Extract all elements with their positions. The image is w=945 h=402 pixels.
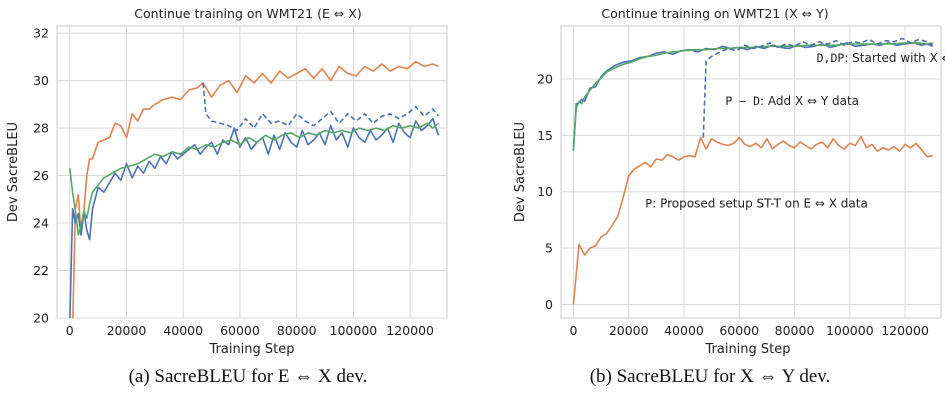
chart-right-xtick-label-3: 60000	[719, 323, 759, 338]
chart-right-series-3-blue-dashed	[702, 37, 934, 138]
chart-left-ytick-label-3: 26	[33, 168, 49, 183]
chart-left-ytick-label-2: 24	[33, 216, 49, 231]
chart-left-x-ticks: 0 20000 40000 60000 80000 100000 120000	[66, 323, 434, 338]
caption-left: (a) SacreBLEU for E ⇔ X dev.	[128, 366, 368, 387]
chart-left-series-2-green-solid	[69, 122, 440, 236]
figure-canvas: Continue training on WMT21 (E ⇔ X) 20222…	[6, 6, 945, 357]
chart-right-xtick-label-1: 20000	[609, 323, 649, 338]
chart-left-gridlines	[57, 26, 447, 319]
chart-left-xtick-label-2: 40000	[163, 323, 203, 338]
chart-left-xlabel: Training Step	[208, 342, 294, 357]
chart-right-annotation-0: D,DP: Started with X ⇔ Y data	[817, 51, 945, 65]
chart-left-xtick-label-4: 80000	[277, 323, 317, 338]
chart-left-plot-area	[56, 25, 448, 319]
chart-right: Continue training on WMT21 (X ⇔ Y) 0 5 10 1…	[513, 6, 945, 357]
chart-right-xtick-label-4: 80000	[775, 323, 815, 338]
chart-right-ytick-label-4: 20	[537, 71, 553, 86]
chart-right-annotation-2: P: Proposed setup ST-T on E ⇔ X data	[645, 197, 868, 211]
chart-right-annotation-1: P − D: Add X ⇔ Y data	[725, 94, 859, 108]
chart-left-xtick-label-3: 60000	[220, 323, 260, 338]
chart-right-series	[572, 37, 934, 305]
chart-left-ylabel: Dev SacreBLEU	[6, 122, 21, 222]
chart-right-xtick-label-0: 0	[569, 323, 577, 338]
chart-right-ytick-label-0: 0	[545, 297, 553, 312]
chart-left: Continue training on WMT21 (E ⇔ X) 20222…	[6, 6, 448, 357]
caption-right: (b) SacreBLEU for X ⇔ Y dev.	[589, 366, 831, 387]
chart-right-series-0-orange-solid	[572, 135, 933, 305]
chart-right-plot-area	[560, 25, 942, 319]
chart-left-xtick-label-6: 120000	[386, 323, 434, 338]
chart-left-series-3-blue-dashed	[202, 82, 440, 132]
chart-left-title: Continue training on WMT21 (E ⇔ X)	[134, 6, 361, 21]
chart-left-series-0-orange-solid	[72, 60, 439, 318]
chart-right-series-2-green-solid	[572, 42, 933, 152]
chart-right-ytick-label-2: 10	[537, 184, 553, 199]
chart-right-xtick-label-5: 100000	[826, 323, 874, 338]
chart-right-ylabel: Dev SacreBLEU	[513, 122, 528, 222]
chart-left-series	[69, 60, 440, 318]
chart-left-ytick-label-0: 20	[33, 311, 49, 326]
chart-left-ytick-label-4: 28	[33, 121, 49, 136]
chart-right-title: Continue training on WMT21 (X ⇔ Y)	[601, 6, 828, 21]
chart-left-xtick-label-0: 0	[66, 323, 74, 338]
chart-right-xtick-label-2: 40000	[664, 323, 704, 338]
chart-left-xtick-label-5: 100000	[330, 323, 378, 338]
chart-right-ytick-label-1: 5	[545, 241, 553, 256]
chart-right-ytick-label-3: 15	[537, 128, 553, 143]
chart-right-xlabel: Training Step	[704, 342, 790, 357]
chart-left-xtick-label-1: 20000	[107, 323, 147, 338]
chart-right-xtick-label-6: 120000	[881, 323, 929, 338]
chart-left-ytick-label-5: 30	[33, 73, 49, 88]
chart-left-y-ticks: 20 22 24 26 28 30 32	[33, 26, 49, 326]
chart-right-annotations: D,DP: Started with X ⇔ Y data P − D: Add …	[645, 51, 945, 210]
chart-right-x-ticks: 0 20000 40000 60000 80000 100000 120000	[569, 323, 929, 338]
chart-right-gridlines	[561, 26, 941, 318]
chart-right-y-ticks: 0 5 10 15 20	[537, 71, 553, 311]
chart-left-ytick-label-6: 32	[33, 26, 49, 41]
chart-left-ytick-label-1: 22	[33, 263, 49, 278]
